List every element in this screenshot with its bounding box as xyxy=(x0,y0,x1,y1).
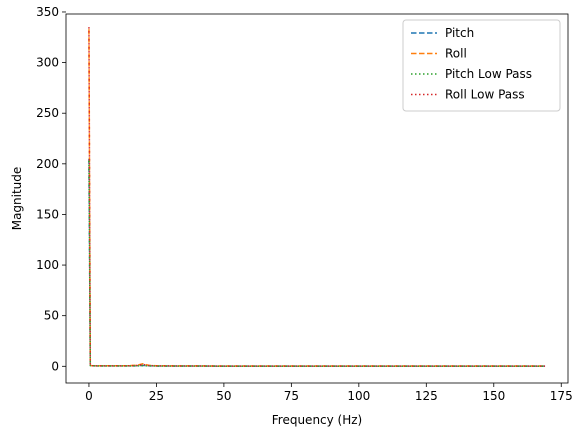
x-ticks: 0 25 50 75 100 125 150 175 xyxy=(85,383,573,403)
x-tick-label: 25 xyxy=(149,389,164,403)
x-tick-label: 75 xyxy=(284,389,299,403)
series-layer xyxy=(88,27,546,367)
y-tick-label: 200 xyxy=(36,157,59,171)
legend: Pitch Roll Pitch Low Pass Roll Low Pass xyxy=(402,19,561,112)
y-tick-label: 50 xyxy=(44,309,59,323)
y-tick-label: 250 xyxy=(36,106,59,120)
series-line-pitch-low-pass xyxy=(88,160,546,367)
x-tick-label: 175 xyxy=(550,389,573,403)
x-tick-label: 0 xyxy=(85,389,93,403)
y-tick-label: 350 xyxy=(36,5,59,19)
axes-frame xyxy=(65,13,569,384)
x-axis-label: Frequency (Hz) xyxy=(272,413,363,427)
y-ticks: 0 50 100 150 200 250 300 350 xyxy=(36,5,66,373)
legend-label-roll-low-pass: Roll Low Pass xyxy=(445,88,525,102)
y-tick-label: 150 xyxy=(36,207,59,221)
x-tick-label: 100 xyxy=(347,389,370,403)
x-tick-label: 125 xyxy=(415,389,438,403)
legend-label-roll: Roll xyxy=(445,47,467,61)
legend-box xyxy=(402,19,561,112)
x-tick-label: 150 xyxy=(482,389,505,403)
y-tick-label: 300 xyxy=(36,56,59,70)
series-line-roll-low-pass xyxy=(88,27,546,367)
y-tick-label: 0 xyxy=(51,359,59,373)
legend-label-pitch-low-pass: Pitch Low Pass xyxy=(445,67,532,81)
y-axis-label: Magnitude xyxy=(10,167,24,231)
y-tick-label: 100 xyxy=(36,258,59,272)
legend-label-pitch: Pitch xyxy=(445,26,474,40)
x-tick-label: 50 xyxy=(216,389,231,403)
